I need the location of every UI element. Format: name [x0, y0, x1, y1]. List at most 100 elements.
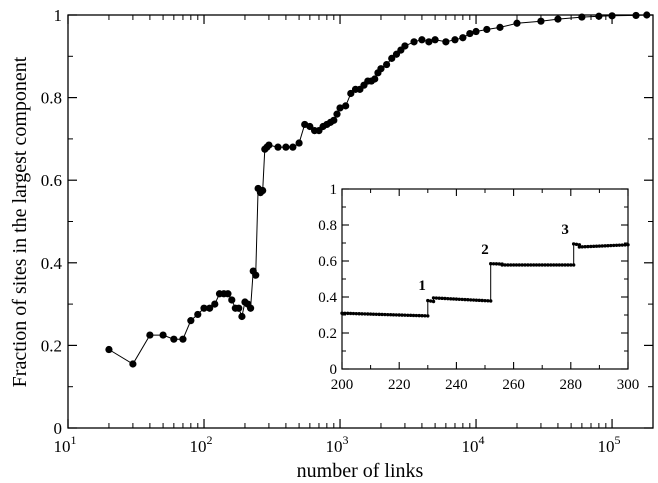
- inset-data-point: [620, 243, 624, 247]
- data-point: [459, 34, 467, 42]
- inset-data-point: [489, 262, 493, 266]
- data-point: [235, 304, 243, 312]
- inset-data-point: [571, 242, 576, 246]
- data-point: [401, 42, 409, 50]
- inset-data-point: [591, 244, 596, 249]
- y-tick-label: 0.8: [41, 89, 62, 108]
- inset-y-tick-label: 0.2: [318, 326, 337, 342]
- inset-data-point: [411, 313, 416, 318]
- inset-data-point: [466, 298, 470, 302]
- inset-data-point: [374, 312, 379, 316]
- inset-annotation: 1: [418, 278, 426, 294]
- inset-background: [315, 183, 632, 376]
- x-tick-label: 104: [462, 433, 485, 456]
- inset-data-point: [414, 313, 419, 318]
- data-point: [238, 312, 246, 321]
- data-point: [336, 104, 344, 112]
- inset-data-point: [563, 263, 567, 267]
- inset-data-point: [623, 243, 627, 247]
- main-data-series: [105, 11, 651, 368]
- inset-data-point: [357, 312, 361, 316]
- inset-data-point: [386, 312, 390, 317]
- inset-data-point: [354, 311, 358, 316]
- inset-data-point: [460, 297, 464, 302]
- inset-data-series: [340, 242, 630, 318]
- inset-data-point: [440, 296, 444, 301]
- data-point: [483, 25, 491, 34]
- inset-data-point: [397, 313, 401, 317]
- inset-data-point: [448, 297, 453, 301]
- inset-data-point: [380, 312, 384, 317]
- inset-data-point: [523, 263, 527, 267]
- data-point: [246, 304, 255, 312]
- inset-data-point: [343, 311, 347, 315]
- inset-x-tick-label: 200: [331, 377, 354, 393]
- data-point: [388, 54, 396, 62]
- inset-data-point: [503, 263, 507, 267]
- data-point: [206, 304, 214, 312]
- inset-data-point: [388, 313, 393, 317]
- inset-y-tick-label: 1: [330, 182, 338, 198]
- inset-data-point: [540, 263, 544, 267]
- inset-data-point: [617, 243, 622, 247]
- inset-data-point: [428, 299, 433, 303]
- inset-data-point: [477, 298, 481, 303]
- inset-data-point: [371, 312, 376, 316]
- inset-y-tick-label: 0.8: [318, 218, 337, 234]
- inset-data-point: [609, 243, 613, 248]
- inset-data-point: [571, 263, 576, 267]
- inset-data-point: [583, 245, 587, 249]
- inset-data-point: [469, 298, 473, 302]
- inset-data-point: [514, 263, 519, 267]
- inset-data-point: [394, 313, 399, 317]
- data-point: [228, 296, 236, 304]
- inset-data-point: [363, 312, 367, 316]
- inset-data-point: [511, 263, 516, 267]
- inset-data-point: [520, 263, 524, 267]
- inset-x-tick-label: 260: [502, 377, 525, 393]
- inset-data-point: [431, 296, 436, 300]
- data-point: [418, 36, 426, 44]
- data-point: [466, 29, 474, 38]
- x-tick-label: 103: [326, 433, 349, 456]
- inset-data-point: [351, 311, 356, 316]
- data-point: [200, 304, 208, 312]
- inset-data-point: [423, 314, 427, 318]
- inset-data-point: [557, 263, 562, 267]
- data-point: [371, 75, 379, 83]
- data-point: [129, 360, 137, 368]
- inset-data-point: [471, 298, 476, 302]
- inset-data-point: [597, 244, 602, 248]
- y-tick-label: 0.2: [41, 336, 62, 355]
- data-point: [211, 300, 219, 308]
- inset-data-point: [366, 312, 370, 316]
- inset-data-point: [457, 297, 461, 301]
- inset-data-point: [551, 263, 556, 267]
- inset-data-point: [454, 297, 459, 301]
- data-point: [333, 110, 341, 118]
- x-tick-label: 101: [54, 433, 77, 456]
- data-point: [342, 102, 350, 110]
- data-point: [431, 36, 439, 44]
- data-point: [274, 143, 282, 151]
- inset-annotation: 3: [561, 222, 569, 238]
- inset-data-point: [486, 299, 490, 303]
- inset-data-point: [483, 298, 487, 303]
- inset-data-point: [529, 263, 533, 267]
- inset-data-point: [463, 297, 467, 302]
- data-point: [347, 89, 355, 98]
- inset-data-point: [531, 263, 536, 267]
- inset-data-point: [600, 244, 604, 248]
- inset-data-point: [431, 299, 436, 304]
- data-point: [252, 271, 260, 279]
- inset-data-point: [491, 262, 496, 266]
- inset-x-tick-label: 220: [388, 377, 411, 393]
- data-point: [330, 116, 338, 124]
- inset-x-tick-label: 280: [560, 377, 583, 393]
- data-point: [295, 139, 303, 147]
- inset-data-point: [614, 243, 619, 248]
- inset-data-point: [474, 298, 479, 302]
- data-point: [289, 143, 297, 151]
- data-point: [187, 317, 195, 325]
